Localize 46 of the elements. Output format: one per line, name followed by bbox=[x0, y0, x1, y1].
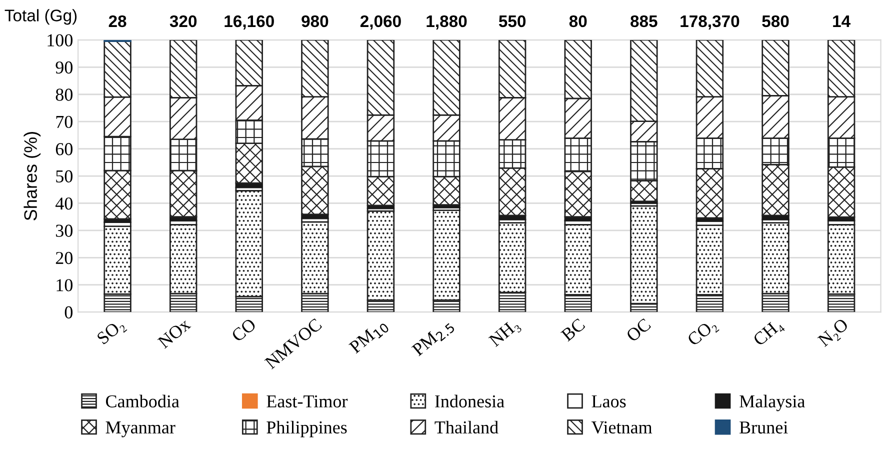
x-tick-label: CH₄ bbox=[752, 318, 786, 350]
legend-label: Thailand bbox=[434, 420, 498, 434]
text: 885 bbox=[630, 15, 658, 28]
x-tick-label: NOx bbox=[157, 317, 192, 349]
y-tick-label: 50 bbox=[56, 170, 73, 182]
y-tick-label: 0 bbox=[64, 306, 73, 318]
text: 980 bbox=[302, 15, 328, 28]
y-tick-label: 80 bbox=[56, 88, 73, 101]
y-tick-label: 60 bbox=[56, 143, 73, 156]
legend-label: Laos bbox=[592, 395, 626, 408]
text: 320 bbox=[170, 15, 197, 28]
legend-label: East-Timor bbox=[266, 395, 348, 408]
y-axis-title: Shares (%) bbox=[24, 132, 41, 220]
legend-label: Myanmar bbox=[106, 422, 176, 438]
x-tick-label: NH₃ bbox=[488, 318, 522, 350]
text: 1,880 bbox=[426, 15, 467, 30]
text: 80 bbox=[569, 15, 587, 28]
legend-label: Brunei bbox=[740, 421, 788, 434]
x-tick-label: OC bbox=[626, 318, 652, 342]
text: 580 bbox=[762, 15, 789, 28]
x-tick-label: BC bbox=[560, 318, 586, 342]
x-tick-label: SO₂ bbox=[96, 318, 128, 348]
legend-label: Vietnam bbox=[591, 421, 652, 434]
y-tick-label: 30 bbox=[56, 224, 73, 237]
x-tick-label: PM$_{10}$ bbox=[348, 318, 390, 356]
text: Total (Gg) bbox=[4, 9, 77, 25]
legend-label: Malaysia bbox=[740, 394, 805, 412]
y-tick-label: 20 bbox=[56, 252, 73, 264]
y-tick-label: 100 bbox=[48, 34, 73, 46]
y-tick-label: 90 bbox=[56, 61, 73, 74]
x-tick-label: CO bbox=[230, 318, 257, 342]
text: 2,060 bbox=[360, 15, 401, 30]
x-tick-label: N₂O bbox=[817, 318, 852, 350]
text: 550 bbox=[498, 15, 526, 28]
y-tick-label: 10 bbox=[56, 279, 73, 292]
text: 16,160 bbox=[224, 15, 274, 30]
y-tick-label: 40 bbox=[55, 197, 73, 210]
legend-label: Philippines bbox=[266, 420, 347, 438]
x-tick-label: CO₂ bbox=[686, 318, 720, 350]
legend-label: Cambodia bbox=[106, 394, 180, 408]
y-tick-label: 70 bbox=[56, 116, 73, 128]
text: 14 bbox=[833, 16, 850, 27]
text: 178,370 bbox=[680, 15, 740, 30]
x-tick-label: PM$_{2.5}$ bbox=[411, 318, 456, 359]
text: 28 bbox=[108, 15, 126, 28]
legend-label: Indonesia bbox=[435, 394, 504, 408]
